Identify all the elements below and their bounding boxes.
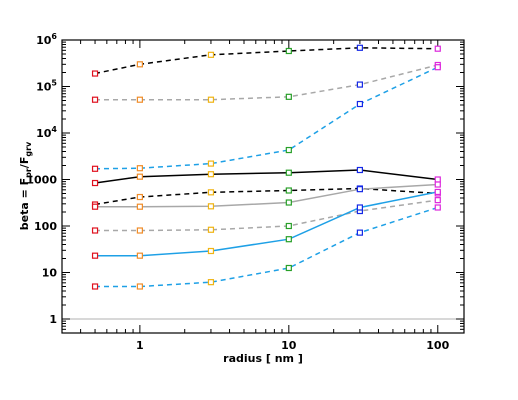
y-tick-label: 106 (36, 32, 57, 47)
data-point-marker (136, 283, 143, 290)
data-point-marker (136, 193, 143, 201)
data-point-marker (136, 227, 143, 234)
data-point-marker (207, 51, 215, 58)
y-axis-label-mid: /F (18, 157, 31, 169)
y-tick-label: 105 (36, 79, 57, 94)
y-axis-label-sub2: grv (24, 141, 33, 157)
y-tick-label-base: 10 (36, 81, 52, 94)
data-point-marker (434, 204, 441, 211)
data-point-marker (91, 203, 99, 210)
data-point-marker (434, 181, 441, 188)
data-point-marker (356, 81, 363, 88)
y-tick-label-base: 10 (36, 34, 52, 47)
series-line-0 (94, 47, 438, 75)
x-tick-label: 1 (136, 339, 144, 352)
y-tick-label: 100 (34, 220, 57, 233)
series-line-1 (95, 64, 438, 101)
x-tick-label: 100 (426, 339, 449, 352)
data-point-marker (356, 204, 363, 211)
y-tick-label-exponent: 4 (51, 125, 57, 134)
data-point-marker (91, 165, 99, 172)
y-tick-label: 1000 (26, 174, 57, 187)
data-point-marker (434, 176, 441, 183)
data-point-marker (91, 283, 99, 290)
data-point-marker (356, 166, 363, 174)
data-point-marker (356, 44, 363, 51)
series-line-7 (95, 191, 438, 257)
y-axis-label: beta = Fpr/Fgrv (18, 141, 33, 230)
data-point-marker (285, 236, 292, 243)
y-axis-label-main: beta = F (18, 178, 31, 230)
data-point-marker (434, 197, 441, 204)
y-tick-label-base: 10 (36, 127, 52, 140)
data-point-marker (91, 179, 99, 187)
data-point-marker (207, 171, 215, 178)
series-line-5 (95, 183, 438, 208)
data-point-marker (207, 96, 215, 103)
data-point-marker (356, 186, 363, 193)
data-point-marker (91, 252, 99, 259)
data-point-marker (136, 203, 143, 210)
data-point-marker (285, 264, 292, 272)
series-line-4 (94, 187, 438, 206)
data-point-marker (434, 64, 441, 71)
data-point-marker (136, 165, 143, 172)
data-point-marker (285, 187, 292, 194)
y-axis-label-sub1: pr (24, 168, 33, 178)
data-point-marker (136, 96, 143, 103)
data-point-marker (136, 252, 143, 259)
y-tick-label: 1 (49, 313, 57, 326)
data-point-marker (91, 96, 99, 103)
data-point-marker (434, 188, 441, 196)
data-point-marker (285, 222, 292, 230)
data-point-marker (207, 279, 215, 286)
data-point-marker (207, 160, 215, 167)
data-point-marker (136, 61, 143, 68)
data-point-marker (91, 70, 99, 77)
data-point-marker (207, 189, 215, 196)
series-line-2 (94, 66, 439, 170)
data-point-marker (207, 226, 215, 233)
y-tick-label-exponent: 6 (51, 32, 57, 41)
x-tick-label: 10 (281, 339, 297, 352)
x-axis-label: radius [ nm ] (223, 352, 303, 365)
y-tick-label-exponent: 5 (51, 79, 57, 88)
data-point-marker (285, 169, 292, 176)
series-line-3 (94, 169, 438, 184)
data-point-marker (285, 199, 292, 206)
data-point-marker (434, 45, 441, 52)
data-point-marker (356, 100, 363, 108)
data-point-marker (285, 93, 292, 100)
data-point-marker (207, 247, 215, 255)
data-point-marker (285, 146, 292, 154)
series-line-8 (95, 206, 439, 288)
series-line-6 (95, 199, 438, 232)
data-point-marker (207, 203, 215, 210)
data-point-marker (285, 47, 292, 55)
data-point-marker (136, 173, 143, 180)
data-point-marker (356, 229, 363, 236)
y-tick-label: 104 (36, 125, 57, 140)
data-point-marker (91, 227, 99, 234)
y-tick-label: 10 (42, 267, 58, 280)
